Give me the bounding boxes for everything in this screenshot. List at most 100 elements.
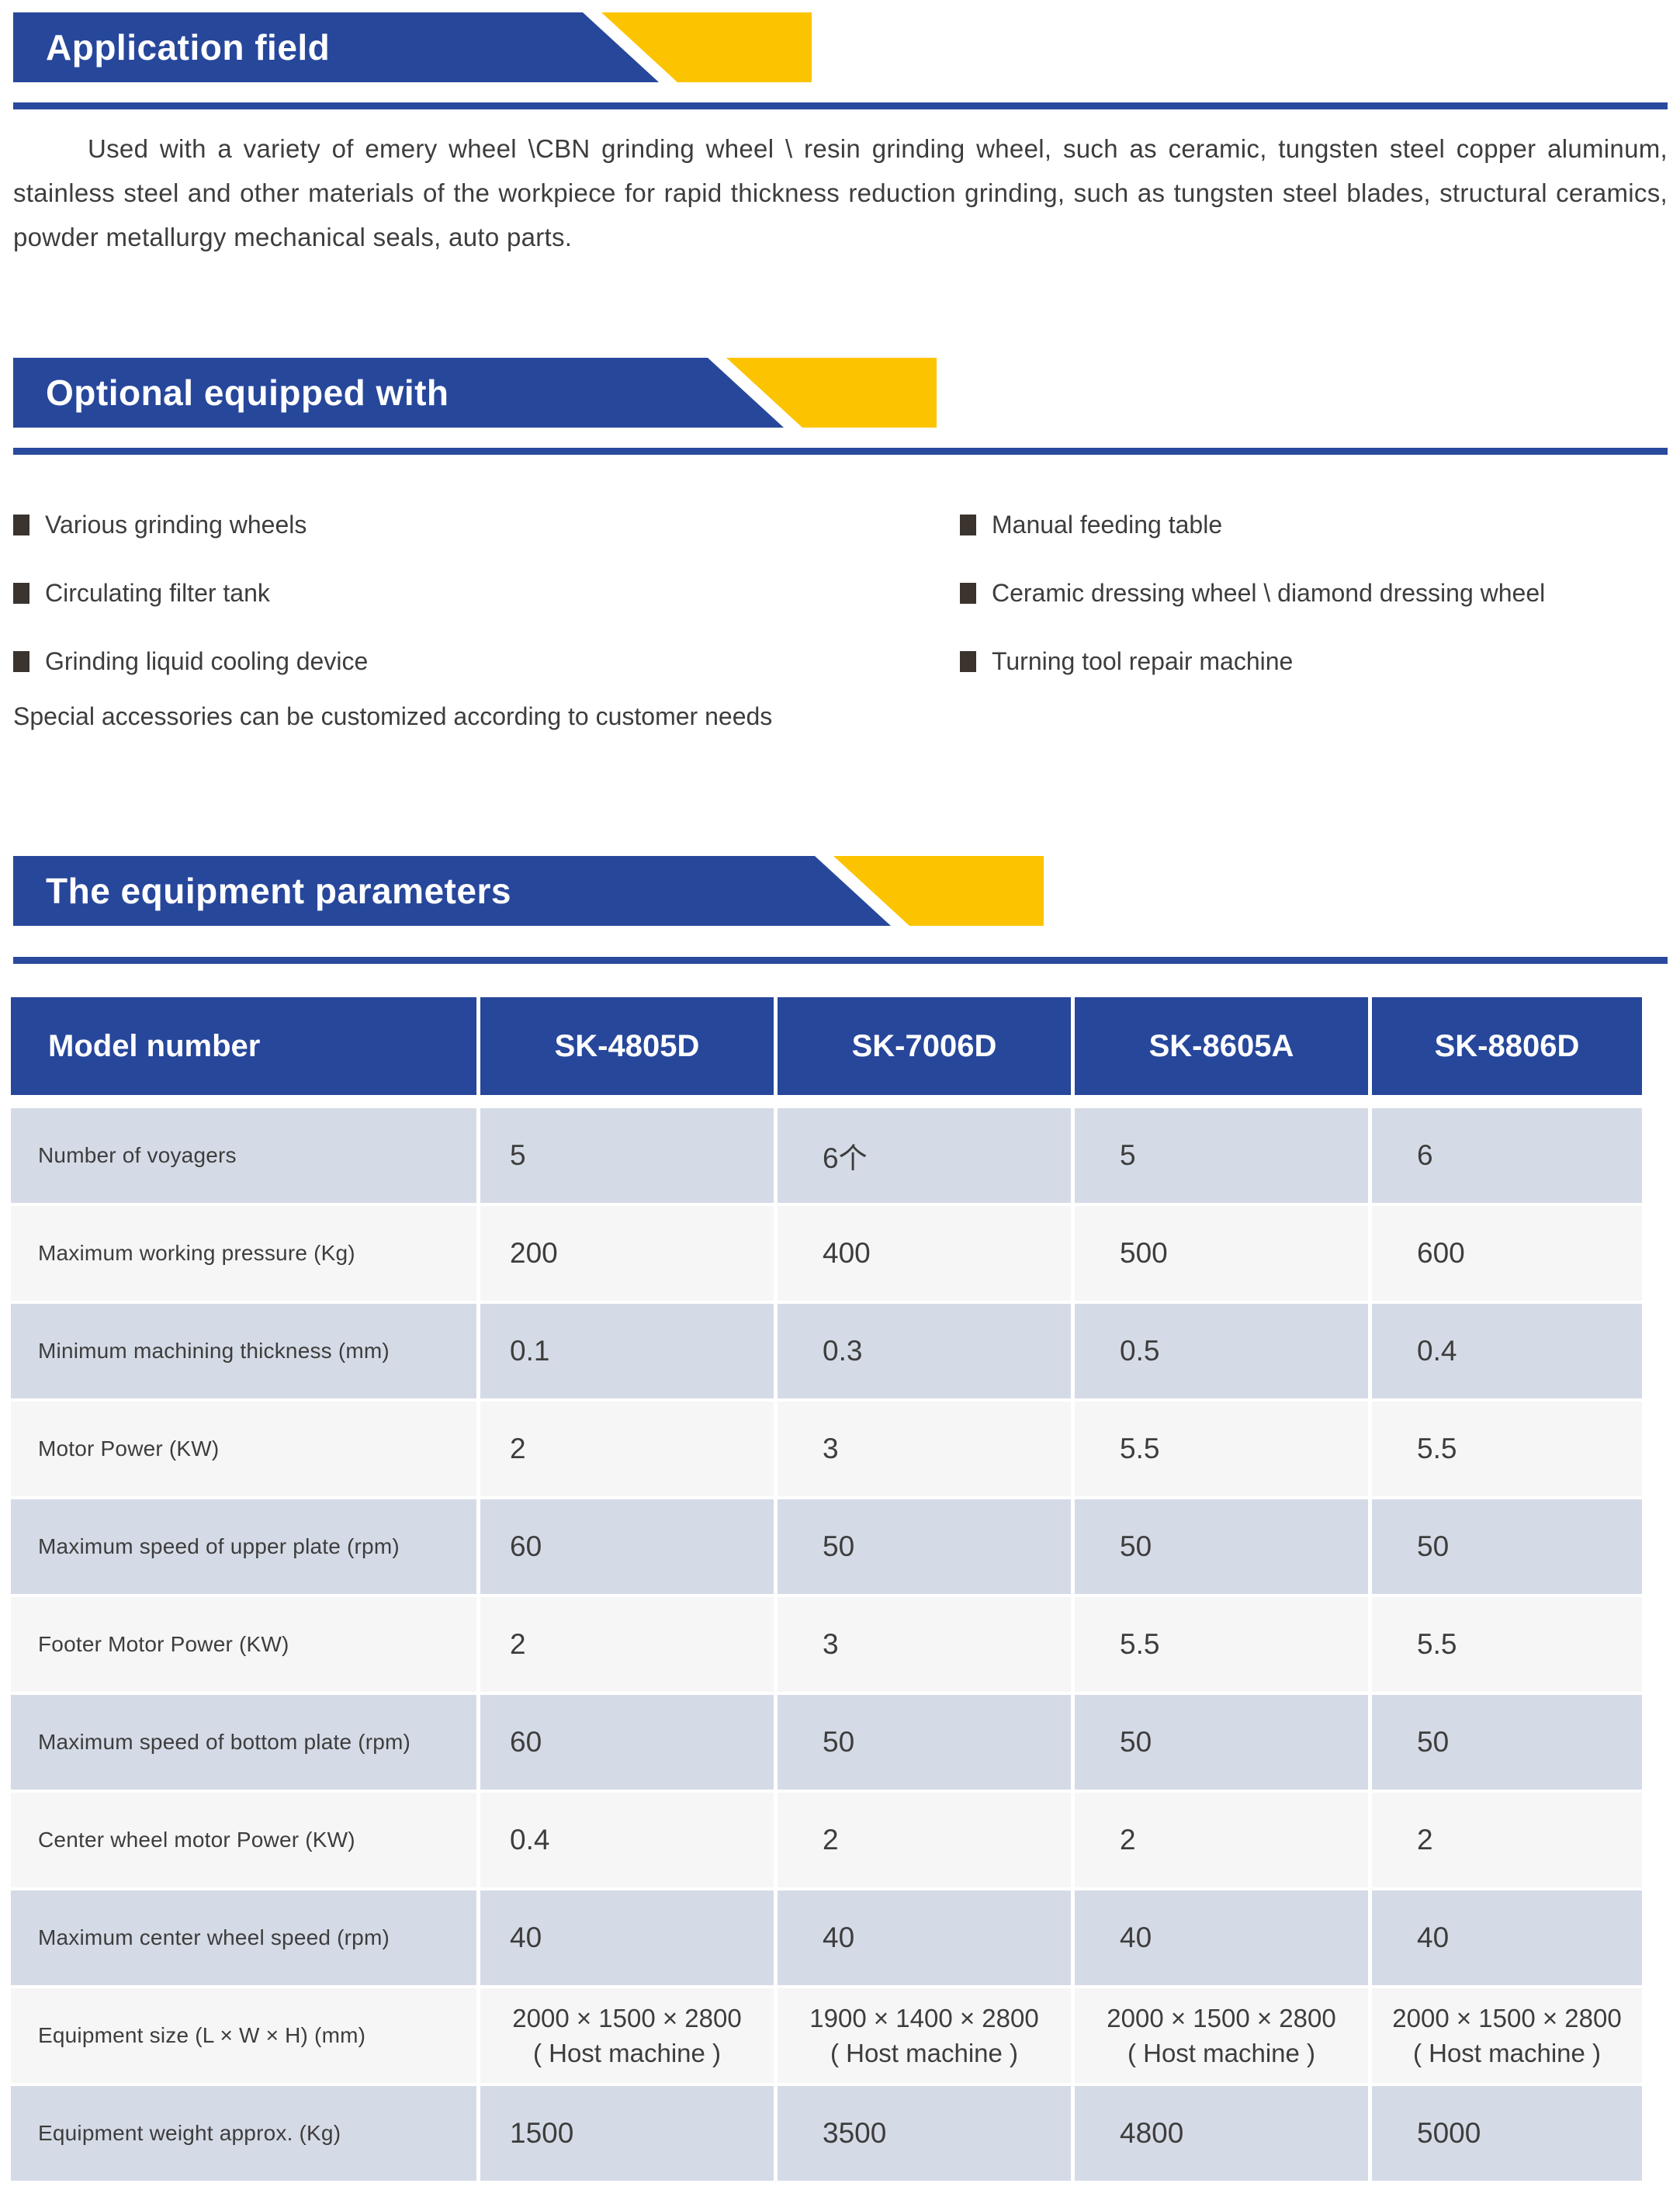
param-value-cell: 0.4 (480, 1793, 774, 1887)
param-value-cell: 40 (778, 1890, 1071, 1985)
param-value-cell: 50 (1372, 1695, 1642, 1790)
param-row-label: Maximum working pressure (Kg) (11, 1206, 476, 1301)
param-value-line: ( Host machine ) (1412, 2039, 1602, 2067)
divider-line (13, 957, 1668, 964)
optional-list-right: Manual feeding table Ceramic dressing wh… (960, 506, 1545, 711)
param-value-cell: 2 (1372, 1793, 1642, 1887)
column-header-sk-8605a: SK-8605A (1075, 997, 1368, 1095)
param-value-cell: 5.5 (1372, 1597, 1642, 1692)
section-title: Optional equipped with (46, 373, 449, 413)
param-value-cell: 400 (778, 1206, 1071, 1301)
section-title: Application field (46, 27, 331, 68)
bullet-square-icon (13, 514, 29, 535)
param-value-cell: 60 (480, 1499, 774, 1594)
column-header-model-number: Model number (11, 997, 476, 1095)
param-value-cell: 40 (1075, 1890, 1368, 1985)
param-row-label: Maximum speed of bottom plate (rpm) (11, 1695, 476, 1790)
bullet-square-icon (13, 582, 29, 604)
param-value-line: 2000 × 1500 × 2800 (1392, 2004, 1622, 2032)
list-item-label: Various grinding wheels (45, 510, 307, 539)
param-row-label: Footer Motor Power (KW) (11, 1597, 476, 1692)
param-row-label: Center wheel motor Power (KW) (11, 1793, 476, 1887)
param-value-cell: 2 (480, 1597, 774, 1692)
section-banner-parameters: The equipment parameters (13, 856, 1044, 926)
divider-line (13, 448, 1668, 455)
param-value-line: 2000 × 1500 × 2800 (1107, 2004, 1336, 2032)
bullet-square-icon (13, 650, 29, 672)
list-item-label: Manual feeding table (992, 510, 1223, 539)
section-banner-application: Application field (13, 12, 812, 82)
param-value-cell: 3 (778, 1597, 1071, 1692)
param-value-line: ( Host machine ) (1127, 2039, 1316, 2067)
divider-line (13, 102, 1668, 109)
column-header-sk-4805d: SK-4805D (480, 997, 774, 1095)
param-value-cell: 2 (778, 1793, 1071, 1887)
param-row-label: Minimum machining thickness (mm) (11, 1304, 476, 1398)
param-value-cell: 1900 × 1400 × 2800 ( Host machine ) (778, 1988, 1071, 2083)
param-value-cell: 5.5 (1372, 1402, 1642, 1496)
list-item-label: Circulating filter tank (45, 578, 270, 607)
param-value-cell: 600 (1372, 1206, 1642, 1301)
param-value-cell: 0.1 (480, 1304, 774, 1398)
param-value-cell: 4800 (1075, 2086, 1368, 2181)
param-value-cell: 5000 (1372, 2086, 1642, 2181)
section-banner-optional: Optional equipped with (13, 358, 937, 428)
param-value-cell: 3 (778, 1402, 1071, 1496)
param-value-cell: 0.4 (1372, 1304, 1642, 1398)
param-value-cell: 2000 × 1500 × 2800 ( Host machine ) (1075, 1988, 1368, 2083)
param-value-line: 2000 × 1500 × 2800 (512, 2004, 742, 2032)
param-row-label: Motor Power (KW) (11, 1402, 476, 1496)
param-value-cell: 2000 × 1500 × 2800 ( Host machine ) (480, 1988, 774, 2083)
list-item-label: Grinding liquid cooling device (45, 646, 369, 675)
param-value-cell: 200 (480, 1206, 774, 1301)
param-value-cell: 50 (1372, 1499, 1642, 1594)
bullet-square-icon (960, 514, 976, 535)
column-header-sk-7006d: SK-7006D (778, 997, 1071, 1095)
list-item: Various grinding wheels (13, 506, 368, 543)
list-item-label: Turning tool repair machine (992, 646, 1294, 675)
param-value-cell: 3500 (778, 2086, 1071, 2181)
param-row-label: Equipment weight approx. (Kg) (11, 2086, 476, 2181)
param-value-line: ( Host machine ) (830, 2039, 1019, 2067)
param-value-cell: 2 (480, 1402, 774, 1496)
param-value-cell: 60 (480, 1695, 774, 1790)
param-value-cell: 40 (1372, 1890, 1642, 1985)
list-item: Turning tool repair machine (960, 643, 1545, 680)
bullet-square-icon (960, 582, 976, 604)
param-value-cell: 5.5 (1075, 1402, 1368, 1496)
param-value-line: ( Host machine ) (532, 2039, 722, 2067)
application-paragraph: Used with a variety of emery wheel \CBN … (13, 134, 1668, 251)
param-value-cell: 50 (778, 1499, 1071, 1594)
param-value-cell: 500 (1075, 1206, 1368, 1301)
list-item: Grinding liquid cooling device (13, 643, 368, 680)
param-row-label: Maximum center wheel speed (rpm) (11, 1890, 476, 1985)
parameters-table-body: Number of voyagers 5 6个 5 6 Maximum working p… (11, 1108, 1642, 2181)
param-row-label: Number of voyagers (11, 1108, 476, 1203)
param-row-label: Maximum speed of upper plate (rpm) (11, 1499, 476, 1594)
param-value-cell: 5 (480, 1108, 774, 1203)
param-value-cell: 40 (480, 1890, 774, 1985)
param-value-cell: 2000 × 1500 × 2800 ( Host machine ) (1372, 1988, 1642, 2083)
optional-list-left: Various grinding wheels Circulating filt… (13, 506, 368, 711)
customization-note: Special accessories can be customized ac… (13, 702, 773, 730)
list-item-label: Ceramic dressing wheel \ diamond dressin… (992, 578, 1546, 607)
param-value-cell: 0.5 (1075, 1304, 1368, 1398)
param-value-cell: 6个 (778, 1108, 1071, 1203)
param-value-cell: 50 (1075, 1695, 1368, 1790)
param-value-cell: 50 (778, 1695, 1071, 1790)
bullet-square-icon (960, 650, 976, 672)
param-row-label: Equipment size (L × W × H) (mm) (11, 1988, 476, 2083)
param-value-cell: 5 (1075, 1108, 1368, 1203)
param-value-line: 1900 × 1400 × 2800 (809, 2004, 1039, 2032)
param-value-cell: 0.3 (778, 1304, 1071, 1398)
param-value-cell: 2 (1075, 1793, 1368, 1887)
param-value-cell: 5.5 (1075, 1597, 1368, 1692)
param-value-cell: 1500 (480, 2086, 774, 2181)
list-item: Circulating filter tank (13, 574, 368, 612)
column-header-sk-8806d: SK-8806D (1372, 997, 1642, 1095)
list-item: Manual feeding table (960, 506, 1545, 543)
parameters-table-header: Model number SK-4805D SK-7006D SK-8605A … (11, 997, 1642, 1095)
param-value-cell: 6 (1372, 1108, 1642, 1203)
list-item: Ceramic dressing wheel \ diamond dressin… (960, 574, 1545, 612)
